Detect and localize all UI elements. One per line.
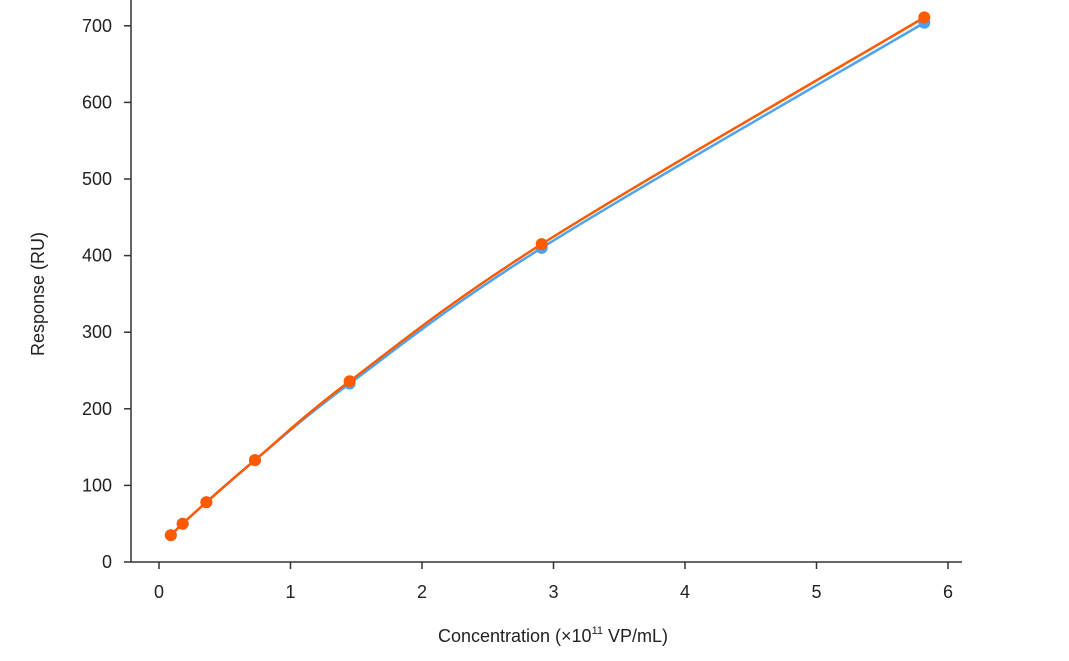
x-tick-label: 3 [548,582,558,602]
x-tick-label: 4 [680,582,690,602]
series-orange-point [176,517,189,530]
x-tick-label: 6 [943,582,953,602]
series-orange-point [248,454,261,467]
y-tick-label: 700 [82,16,112,36]
series-blue-line [169,21,925,537]
y-tick-label: 400 [82,246,112,266]
y-tick-label: 500 [82,169,112,189]
x-tick-label: 0 [154,582,164,602]
y-tick-label: 200 [82,399,112,419]
x-tick-label: 5 [811,582,821,602]
series-orange-point [343,375,356,388]
x-axis-label: Concentration (×1011 VP/mL) [438,625,668,646]
y-tick-label: 0 [102,552,112,572]
axes: 0 100 200 300 400 500 600 700 0 1 2 3 4 5 6 [82,0,962,602]
series-layer [164,11,931,542]
series-orange-point [535,238,548,251]
y-tick-label: 100 [82,475,112,495]
series-orange-line [169,16,925,537]
x-tick-label: 1 [285,582,295,602]
series-orange-point [164,529,177,542]
y-tick-label: 300 [82,322,112,342]
x-tick-label: 2 [417,582,427,602]
series-orange-point [200,496,213,509]
series-orange-point [918,11,931,24]
y-axis-label: Response (RU) [28,232,48,356]
y-tick-label: 600 [82,92,112,112]
